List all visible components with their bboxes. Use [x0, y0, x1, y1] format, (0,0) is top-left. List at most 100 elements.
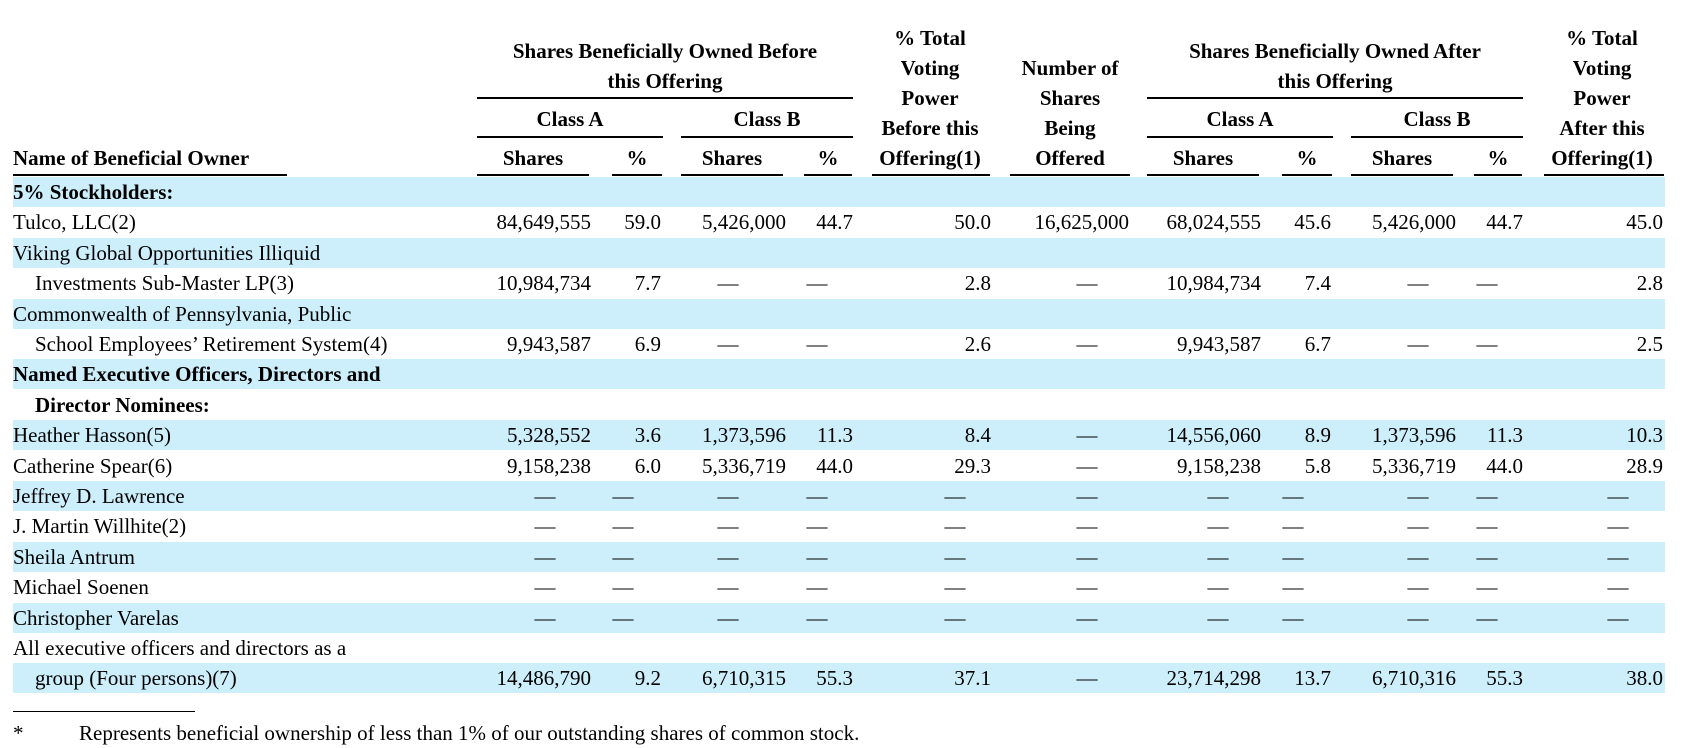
value-cell: — — [1476, 332, 1498, 356]
value-cell: 2.5 — [1636, 332, 1663, 356]
value-cell: — — [1476, 605, 1498, 630]
name-column-rule — [13, 174, 287, 176]
value-cell: — — [1282, 605, 1304, 630]
value-cell: 9,158,238 — [507, 453, 591, 478]
value-cell: — — [806, 484, 828, 508]
value-cell: 5,336,719 — [702, 453, 786, 478]
value-cell: — — [806, 332, 828, 356]
value-cell: — — [1476, 544, 1498, 569]
value-cell: — — [1207, 484, 1229, 508]
value-cell: 59.0 — [624, 210, 661, 235]
footnote-text: Represents beneficial ownership of less … — [79, 721, 860, 745]
value-cell: — — [534, 544, 556, 569]
value-cell: — — [717, 575, 739, 600]
value-cell: — — [806, 605, 828, 630]
value-cell: — — [1076, 484, 1098, 508]
owner-name: Viking Global Opportunities Illiquid — [13, 240, 321, 265]
value-cell: 11.3 — [817, 423, 853, 448]
value-cell: — — [1076, 666, 1098, 691]
value-cell: — — [717, 544, 739, 569]
value-cell: — — [612, 544, 634, 569]
section-header-row: 5% Stockholders: — [13, 177, 1665, 207]
value-cell: — — [1207, 544, 1229, 569]
value-cell: — — [1076, 453, 1098, 478]
value-cell: — — [1076, 514, 1098, 539]
number-offered-rule — [1010, 174, 1130, 176]
value-cell: 8.4 — [964, 423, 991, 448]
section-label: Named Executive Officers, Directors and — [13, 362, 381, 387]
before-b-pct-rule — [804, 174, 852, 176]
after-b-pct-header: % — [1487, 146, 1509, 170]
value-cell: — — [1076, 271, 1098, 296]
value-cell: 9,158,238 — [1177, 453, 1261, 478]
value-cell: 10,984,734 — [496, 271, 592, 296]
value-cell: 5.8 — [1304, 453, 1331, 478]
value-cell: 6.0 — [634, 453, 661, 478]
before-group-rule — [477, 97, 853, 99]
value-cell: — — [1407, 605, 1429, 630]
value-cell: 7.7 — [634, 271, 661, 296]
value-cell: — — [1407, 332, 1429, 356]
value-cell: 6,710,315 — [702, 666, 786, 691]
owner-name: Investments Sub-Master LP(3) — [35, 271, 294, 296]
after-a-pct-header: % — [1296, 146, 1318, 170]
voting-before-rule — [872, 174, 990, 176]
value-cell: — — [944, 605, 966, 630]
value-cell: — — [1607, 484, 1629, 508]
value-cell: — — [806, 514, 828, 539]
value-cell: — — [1407, 544, 1429, 569]
value-cell: — — [1607, 544, 1629, 569]
after-class-a-header: Class A — [1206, 107, 1274, 131]
value-cell: 14,556,060 — [1166, 423, 1262, 448]
before-group-header: Shares Beneficially Owned Before this Off… — [512, 39, 818, 93]
before-class-b-header: Class B — [733, 107, 801, 131]
value-cell: 5,426,000 — [702, 210, 786, 235]
table-row: Catherine Spear(6) 9,158,238 6.0 5,336,719 4… — [13, 451, 1665, 481]
value-cell: 5,426,000 — [1372, 210, 1456, 235]
value-cell: 9,943,587 — [1177, 332, 1261, 356]
value-cell: — — [1407, 514, 1429, 539]
value-cell: 10.3 — [1626, 423, 1663, 448]
owner-name: Christopher Varelas — [13, 605, 179, 630]
table-row: Christopher Varelas — — — — — — — — — — — — [13, 602, 1665, 633]
value-cell: — — [806, 575, 828, 600]
value-cell: — — [612, 484, 634, 508]
value-cell: — — [1076, 544, 1098, 569]
value-cell: 2.8 — [964, 271, 991, 296]
owner-name: Sheila Antrum — [13, 544, 135, 569]
value-cell: 44.7 — [1486, 210, 1523, 235]
before-b-pct-header: % — [817, 146, 839, 170]
after-b-pct-rule — [1474, 174, 1522, 176]
value-cell: 44.0 — [1486, 453, 1523, 478]
value-cell: 45.0 — [1626, 210, 1663, 235]
value-cell: 44.0 — [816, 453, 853, 478]
table-row: group (Four persons)(7) 14,486,790 9.2 6,71… — [13, 663, 1665, 694]
value-cell: — — [944, 514, 966, 539]
value-cell: — — [1607, 605, 1629, 630]
value-cell: — — [717, 605, 739, 630]
value-cell: — — [717, 484, 739, 508]
value-cell: — — [1207, 514, 1229, 539]
footnote-rule — [13, 711, 195, 712]
value-cell: — — [1076, 605, 1098, 630]
footnote-mark: * — [13, 721, 24, 745]
value-cell: — — [1282, 544, 1304, 569]
value-cell: — — [717, 271, 739, 296]
value-cell: 38.0 — [1626, 666, 1663, 691]
before-class-b-rule — [681, 136, 853, 138]
value-cell: — — [1407, 271, 1429, 296]
after-b-shares-rule — [1351, 174, 1453, 176]
after-class-a-rule — [1147, 136, 1333, 138]
value-cell: 6,710,316 — [1372, 666, 1456, 691]
value-cell: — — [806, 271, 828, 296]
owner-name: Catherine Spear(6) — [13, 453, 173, 478]
value-cell: — — [534, 514, 556, 539]
table-row: School Employees’ Retirement System(4) 9,… — [13, 329, 1665, 359]
before-class-a-header: Class A — [536, 107, 604, 131]
owner-name: Heather Hasson(5) — [13, 423, 172, 448]
section-label: Director Nominees: — [35, 392, 210, 417]
value-cell: — — [1076, 423, 1098, 448]
after-b-shares-header: Shares — [1371, 146, 1433, 170]
after-class-b-header: Class B — [1403, 107, 1471, 131]
value-cell: 11.3 — [1487, 423, 1523, 448]
